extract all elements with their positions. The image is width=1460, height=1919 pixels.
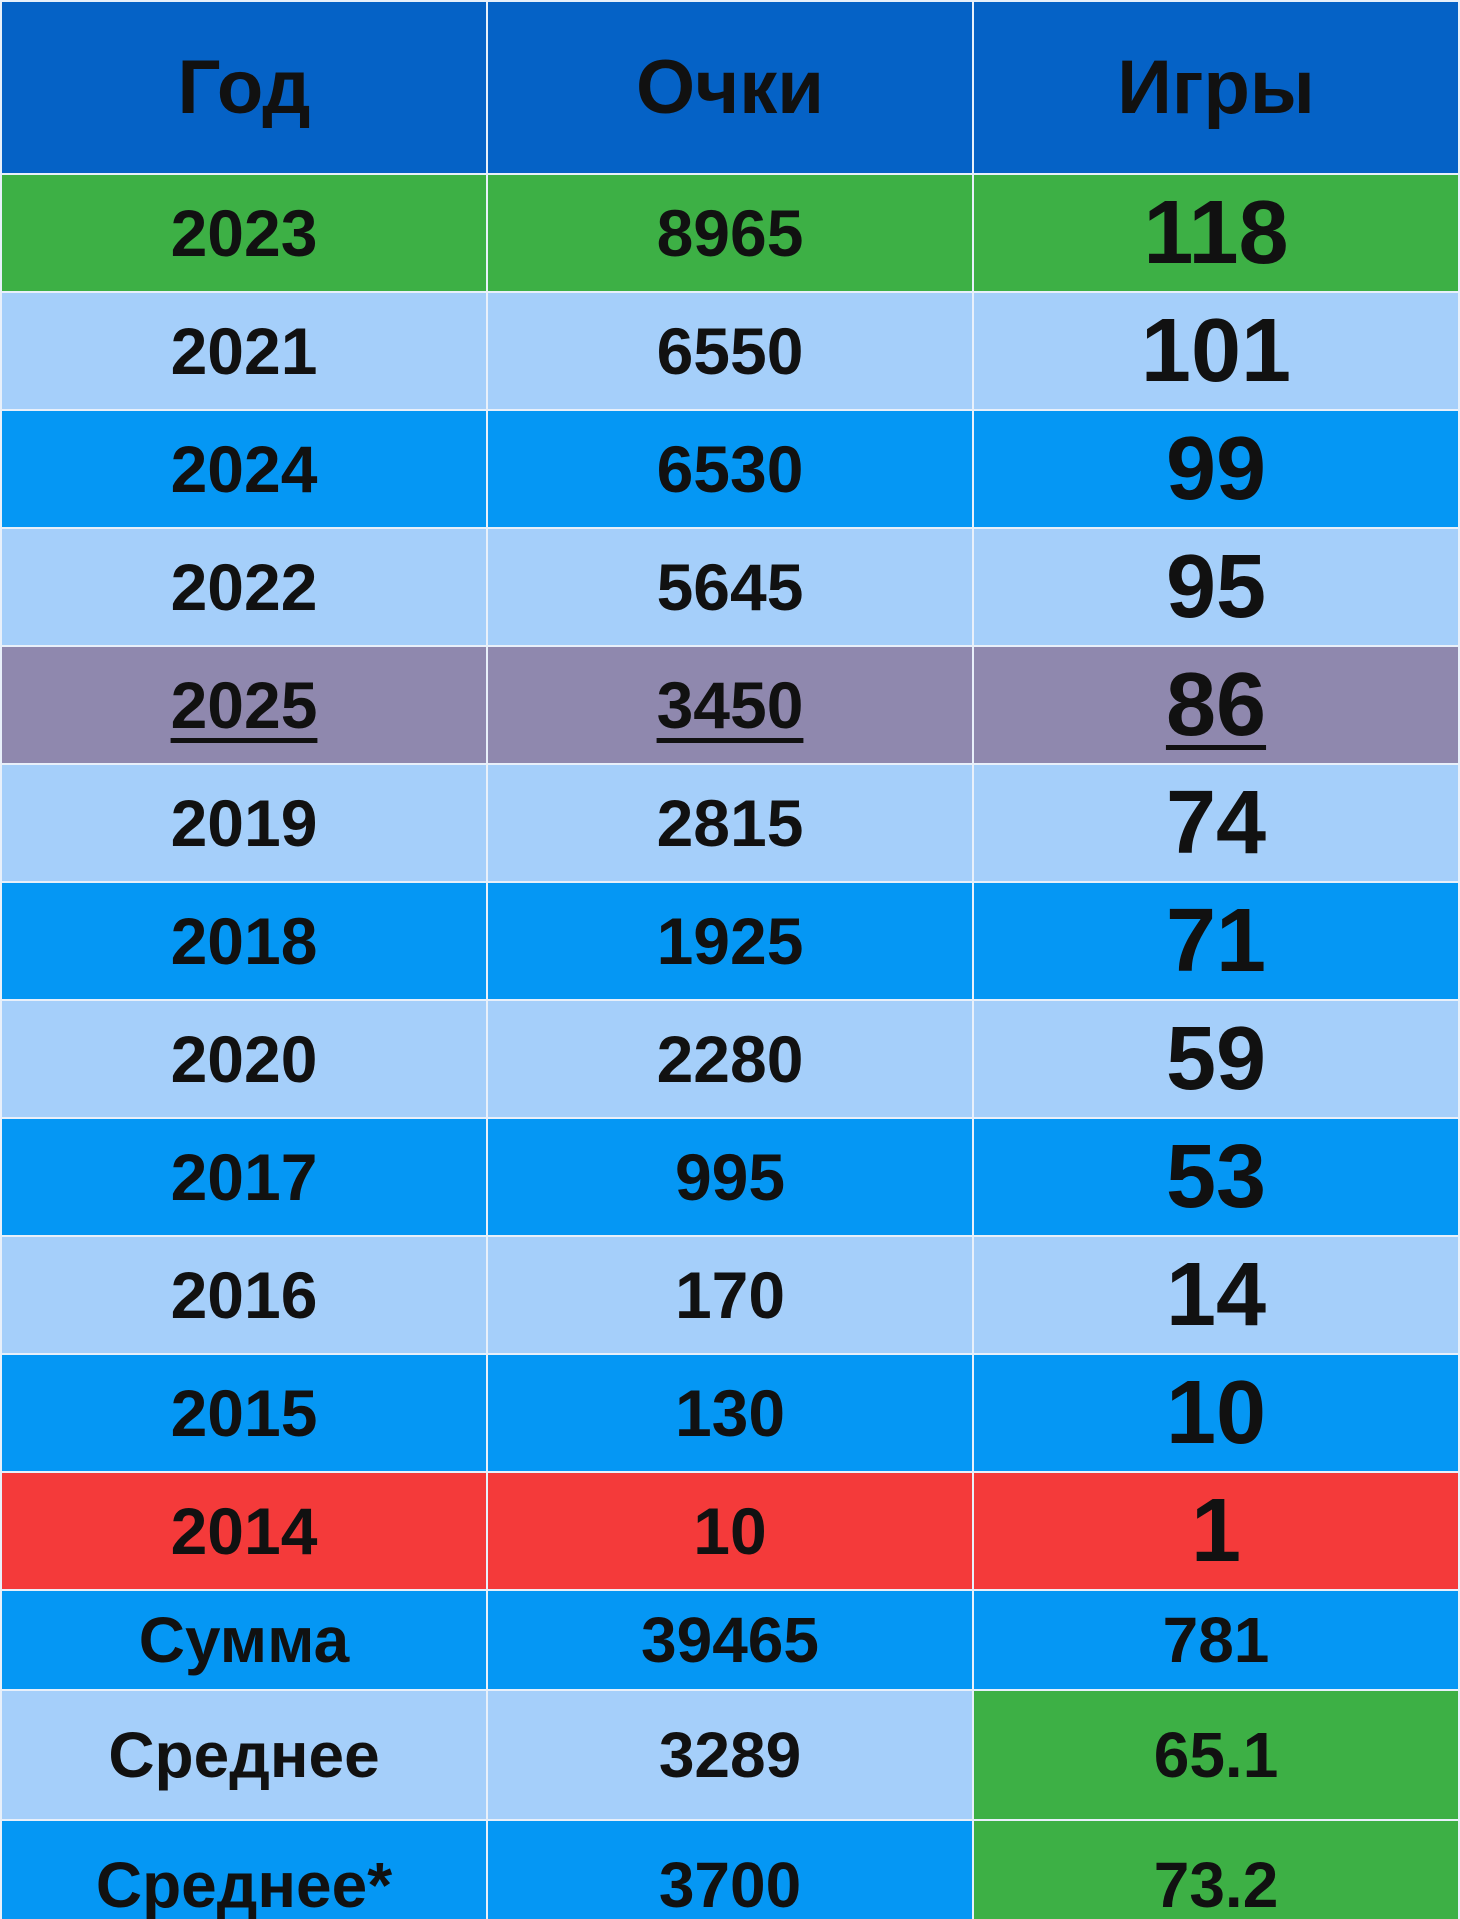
table-cell: 2021	[0, 291, 488, 411]
table-cell: 995	[486, 1117, 974, 1237]
table-cell: 2014	[0, 1471, 488, 1591]
table-cell: 2022	[0, 527, 488, 647]
table-row: 2018 1925 71	[0, 881, 1460, 1001]
table-cell: 3450	[486, 645, 974, 765]
table-cell: 5645	[486, 527, 974, 647]
table-cell: 3289	[486, 1689, 974, 1821]
table-row: 2024 6530 99	[0, 409, 1460, 529]
header-row: Год Очки Игры	[0, 0, 1460, 175]
table-cell: 2815	[486, 763, 974, 883]
table-row: Сумма 39465 781	[0, 1589, 1460, 1691]
table-cell: 2280	[486, 999, 974, 1119]
table-cell: 6550	[486, 291, 974, 411]
table-cell: 101	[972, 291, 1460, 411]
table-cell: 118	[972, 173, 1460, 293]
table-row: 2015 130 10	[0, 1353, 1460, 1473]
table-cell: Среднее	[0, 1689, 488, 1821]
cell-text: 86	[1165, 654, 1267, 755]
table-cell: 10	[972, 1353, 1460, 1473]
table-row: 2014 10 1	[0, 1471, 1460, 1591]
table-cell: 71	[972, 881, 1460, 1001]
table-cell: 130	[486, 1353, 974, 1473]
table-cell: 1	[972, 1471, 1460, 1591]
table-cell: 2016	[0, 1235, 488, 1355]
table-row: 2023 8965 118	[0, 173, 1460, 293]
table-head: Год Очки Игры	[0, 0, 1460, 175]
table-cell: 59	[972, 999, 1460, 1119]
table-cell: 2025	[0, 645, 488, 765]
table-cell: 781	[972, 1589, 1460, 1691]
table-body: 2023 8965 118 2021 6550 101 2024 6530 99 2022 5645…	[0, 173, 1460, 1919]
table-cell: 86	[972, 645, 1460, 765]
cell-text: 3450	[656, 668, 804, 742]
table-cell: 65.1	[972, 1689, 1460, 1821]
table-cell: 2019	[0, 763, 488, 883]
table-cell: 1925	[486, 881, 974, 1001]
table-row: 2016 170 14	[0, 1235, 1460, 1355]
table-cell: 10	[486, 1471, 974, 1591]
table-row: 2025 3450 86	[0, 645, 1460, 765]
table-cell: Среднее*	[0, 1819, 488, 1919]
header-cell: Игры	[972, 0, 1460, 175]
table-cell: 2024	[0, 409, 488, 529]
table-cell: 2018	[0, 881, 488, 1001]
header-cell: Год	[0, 0, 488, 175]
table-cell: 14	[972, 1235, 1460, 1355]
table-cell: 2015	[0, 1353, 488, 1473]
table-cell: 95	[972, 527, 1460, 647]
table-cell: Сумма	[0, 1589, 488, 1691]
table-cell: 74	[972, 763, 1460, 883]
table-row: 2017 995 53	[0, 1117, 1460, 1237]
table-cell: 170	[486, 1235, 974, 1355]
table-cell: 2020	[0, 999, 488, 1119]
table-cell: 2017	[0, 1117, 488, 1237]
table-row: 2019 2815 74	[0, 763, 1460, 883]
table-row: Среднее* 3700 73.2	[0, 1819, 1460, 1919]
table-row: 2021 6550 101	[0, 291, 1460, 411]
table-cell: 2023	[0, 173, 488, 293]
table-cell: 99	[972, 409, 1460, 529]
table-cell: 53	[972, 1117, 1460, 1237]
table-cell: 73.2	[972, 1819, 1460, 1919]
table-cell: 39465	[486, 1589, 974, 1691]
table-row: 2020 2280 59	[0, 999, 1460, 1119]
table-row: Среднее 3289 65.1	[0, 1689, 1460, 1821]
table-cell: 8965	[486, 173, 974, 293]
table-cell: 6530	[486, 409, 974, 529]
table-cell: 3700	[486, 1819, 974, 1919]
header-cell: Очки	[486, 0, 974, 175]
cell-text: 2025	[170, 668, 318, 742]
table-row: 2022 5645 95	[0, 527, 1460, 647]
